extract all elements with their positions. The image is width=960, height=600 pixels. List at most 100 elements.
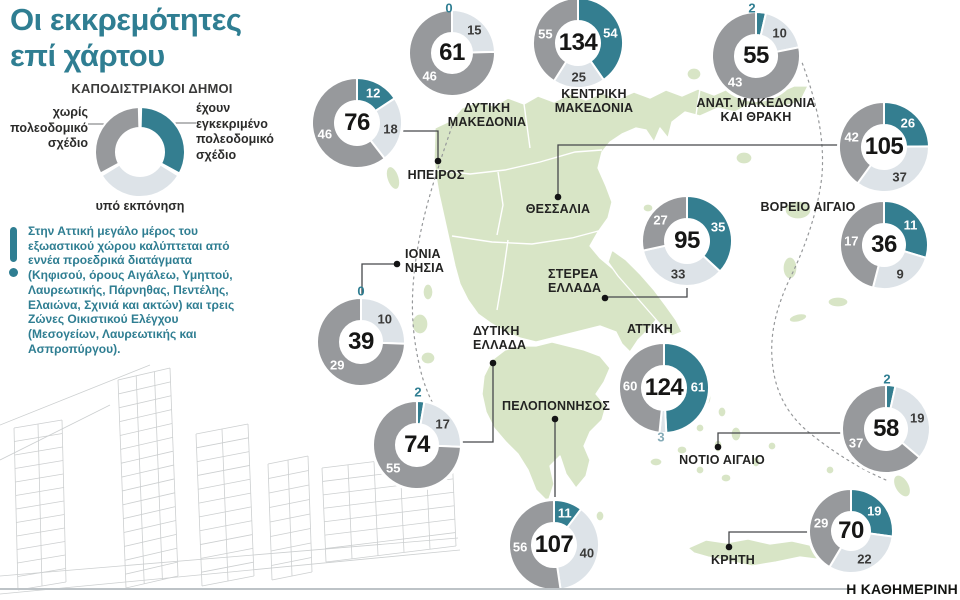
donut-segment-approved <box>577 0 624 81</box>
donut-segment-in_progress <box>889 385 931 459</box>
donut-value-in_progress: 25 <box>571 69 587 85</box>
legend-label-in-progress: υπό εκπόνηση <box>95 199 185 213</box>
leader-line <box>557 144 838 195</box>
region-label-attiki: ΑΤΤΙΚΗ <box>627 322 673 336</box>
region-chart-peloponnisos: 107 11 40 56 <box>505 496 603 594</box>
donut-value-in_progress: 17 <box>435 416 450 432</box>
leader-dot <box>393 260 401 268</box>
exclamation-icon <box>10 227 17 262</box>
donut-segment-without <box>641 195 688 252</box>
region-label-notio-aigaio: ΝΟΤΙΟ ΑΙΓΑΙΟ <box>679 453 765 467</box>
donut-chart <box>407 8 497 98</box>
donut-total: 70 <box>838 517 864 544</box>
donut-segment-approved <box>686 195 733 273</box>
leader-line <box>400 130 439 159</box>
donut-chart <box>837 100 931 194</box>
legend-label-without: χωρίς πολεοδομικό σχέδιο <box>10 105 88 150</box>
region-label-sterea-ellada: ΣΤΕΡΕΑ ΕΛΛΑΔΑ <box>548 267 602 295</box>
leader-line <box>728 531 810 546</box>
donut-segment-approved <box>850 488 894 538</box>
donut-value-in_progress: 3 <box>657 429 665 445</box>
region-label-dytiki-makedonia: ΔΥΤΙΚΗ ΜΑΚΕΔΟΝΙΑ <box>447 101 527 129</box>
donut-total: 107 <box>534 531 574 558</box>
leader-line <box>462 365 494 443</box>
leader-line <box>361 263 395 295</box>
region-chart-kriti: 70 19 22 29 <box>805 485 897 577</box>
exclamation-icon-dot <box>9 268 18 277</box>
donut-value-approved: 11 <box>557 505 572 521</box>
donut-value-without: 55 <box>385 460 401 476</box>
donut-value-without: 29 <box>329 357 345 373</box>
donut-value-in_progress: 18 <box>383 121 398 137</box>
donut-value-in_progress: 33 <box>670 266 686 282</box>
donut-value-in_progress: 22 <box>857 551 872 567</box>
donut-total: 36 <box>871 231 897 258</box>
region-chart-ipeiros: 76 12 18 46 <box>308 74 406 172</box>
donut-total: 58 <box>873 415 899 442</box>
leader-dot <box>551 415 559 423</box>
region-chart-voreio-aigaio: 36 11 9 17 <box>836 197 932 293</box>
leader-dot <box>554 193 562 201</box>
region-chart-kentriki-makedonia: 134 54 25 55 <box>529 0 627 92</box>
region-label-kentriki-makedonia: ΚΕΝΤΡΙΚΗ ΜΑΚΕΔΟΝΙΑ <box>554 87 634 115</box>
region-label-dytiki-ellada: ΔΥΤΙΚΗ ΕΛΛΑΔΑ <box>473 324 527 352</box>
donut-value-without: 60 <box>622 378 638 394</box>
footer-rule <box>0 588 853 590</box>
region-chart-dytiki-makedonia: 61 15 46 <box>405 6 499 100</box>
donut-segment-without <box>711 11 801 101</box>
donut-total: 55 <box>743 42 769 69</box>
donut-value-without: 43 <box>727 74 743 90</box>
note-text: Στην Αττική μεγάλο μέρος του εξωαστικού … <box>28 224 235 356</box>
region-chart-dytiki-ellada: 74 17 55 <box>369 397 465 493</box>
donut-value-without: 37 <box>848 435 864 451</box>
region-chart-ionia-nisia: 39 10 29 <box>313 294 409 390</box>
donut-value-approved: 12 <box>365 85 381 101</box>
donut-segment-without <box>838 101 885 185</box>
donut-chart <box>617 341 711 435</box>
donut-value-approved: 11 <box>903 217 918 233</box>
donut-segment-without <box>316 297 406 387</box>
donut-segment-without <box>839 200 885 289</box>
leader-dot <box>601 294 609 302</box>
donut-value-approved: 0 <box>357 283 365 299</box>
donut-total: 61 <box>439 39 465 66</box>
donut-chart <box>640 194 734 288</box>
leader-line <box>717 432 843 448</box>
donut-value-approved: 19 <box>867 503 882 519</box>
donut-value-without: 29 <box>813 515 829 531</box>
legend-segment-without <box>94 105 141 175</box>
donut-value-without: 56 <box>512 539 528 555</box>
leader-dot <box>489 359 497 367</box>
donut-segment-without <box>372 400 462 490</box>
donut-value-without: 55 <box>538 26 553 42</box>
donut-value-in_progress: 10 <box>377 311 392 327</box>
donut-value-in_progress: 9 <box>896 266 904 282</box>
brand-logo: Η ΚΑΘΗΜΕΡΙΝΗ <box>846 581 958 597</box>
region-label-voreio-aigaio: ΒΟΡΕΙΟ ΑΙΓΑΙΟ <box>760 200 856 214</box>
region-chart-anat-makedonia-thraki: 55 10 43 <box>708 8 804 104</box>
donut-value-approved: 0 <box>445 0 453 16</box>
donut-value-approved: 61 <box>690 379 706 395</box>
leader-dot <box>725 543 733 551</box>
page-title-line2: επί χάρτου <box>10 38 165 73</box>
donut-total: 124 <box>644 374 684 401</box>
region-chart-sterea-ellada: 95 35 33 27 <box>638 192 736 290</box>
donut-total: 134 <box>558 29 598 56</box>
donut-total: 74 <box>404 431 430 458</box>
donut-chart <box>507 498 601 592</box>
leader-line <box>608 287 688 298</box>
region-label-ionia-nisia: ΙΟΝΙΑ ΝΗΣΙΑ <box>405 247 445 275</box>
legend-donut-chart <box>94 105 186 198</box>
map-land-shapes <box>385 67 912 567</box>
legend-segment-in_progress <box>100 163 180 198</box>
page-title: Οι εκκρεμότητες επί χάρτου <box>10 2 242 74</box>
donut-chart <box>840 383 932 475</box>
donut-value-approved: 2 <box>414 384 422 400</box>
donut-value-without: 42 <box>844 129 859 144</box>
legend-label-approved: έχουν εγκεκριμένο πολεοδομικό σχέδιο <box>196 101 274 162</box>
donut-chart <box>838 199 930 291</box>
donut-value-without: 17 <box>844 233 859 249</box>
donut-chart <box>371 399 463 491</box>
